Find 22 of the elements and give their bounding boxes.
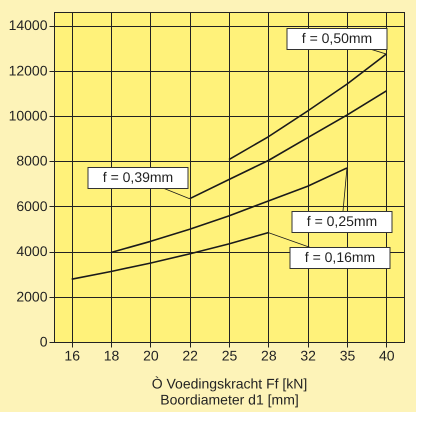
x-tick-label: 20: [143, 348, 159, 364]
x-tick-label: 16: [64, 348, 80, 364]
y-tick-label: 8000: [16, 152, 48, 169]
x-tick-label: 35: [340, 348, 356, 364]
x-tick-label: 32: [300, 348, 316, 364]
y-tick-label: 0: [40, 334, 48, 350]
x-tick-label: 28: [261, 348, 277, 364]
series-label: f = 0,50mm: [302, 30, 372, 46]
text: f = 0,16mm: [304, 249, 376, 265]
series-label: f = 0,25mm: [306, 213, 378, 229]
x-tick-label: 25: [222, 348, 238, 364]
x-tick-label: 40: [379, 348, 395, 364]
y-tick-label: 14000: [8, 17, 48, 34]
x-tick-label: 22: [182, 348, 198, 364]
y-tick-label: 2000: [16, 288, 48, 304]
x-axis-title: Ò Voedingskracht Ff [kN] Boordiameter d1 [mm]: [152, 376, 308, 408]
y-tick-label: 10000: [8, 107, 48, 124]
y-tick-label: 6000: [16, 198, 48, 214]
series-label: f = 0,39mm: [102, 169, 174, 185]
x-tick-label: 18: [104, 348, 120, 364]
y-tick-label: 4000: [16, 243, 48, 260]
y-tick-label: 12000: [8, 62, 48, 78]
